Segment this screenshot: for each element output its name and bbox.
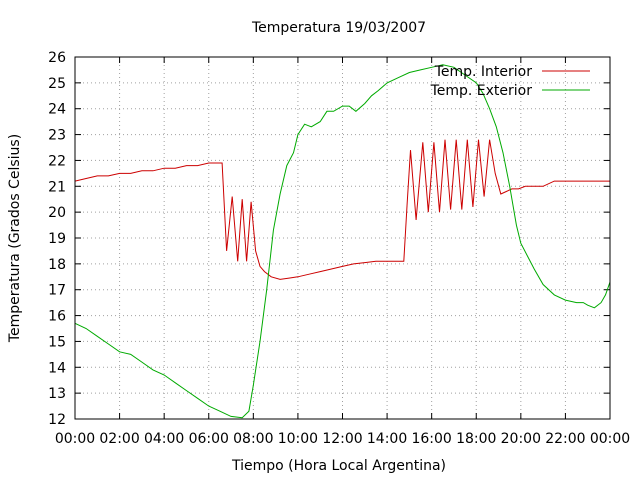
y-tick-label: 14 bbox=[48, 360, 66, 376]
x-tick-label: 00:00 bbox=[590, 431, 630, 447]
y-tick-label: 26 bbox=[48, 50, 66, 66]
x-tick-label: 12:00 bbox=[322, 431, 362, 447]
chart-title: Temperatura 19/03/2007 bbox=[251, 20, 426, 36]
y-axis-label: Temperatura (Grados Celsius) bbox=[7, 134, 23, 343]
y-tick-label: 13 bbox=[48, 386, 66, 402]
x-tick-label: 22:00 bbox=[545, 431, 585, 447]
legend-label-temp-interior: Temp. Interior bbox=[434, 64, 533, 80]
y-tick-label: 23 bbox=[48, 128, 66, 144]
x-tick-labels: 00:00 02:00 04:00 06:00 08:00 10:00 12:00 14:00… bbox=[55, 431, 630, 447]
x-tick-label: 18:00 bbox=[456, 431, 496, 447]
tick-marks bbox=[74, 56, 611, 420]
y-tick-label: 15 bbox=[48, 334, 66, 350]
y-tick-label: 18 bbox=[48, 257, 66, 273]
y-tick-label: 20 bbox=[48, 205, 66, 221]
y-tick-label: 19 bbox=[48, 231, 66, 247]
legend: Temp. Interior Temp. Exterior bbox=[430, 64, 590, 99]
y-tick-label: 12 bbox=[48, 412, 66, 428]
y-tick-label: 24 bbox=[48, 102, 66, 118]
x-tick-label: 00:00 bbox=[55, 431, 95, 447]
x-tick-label: 10:00 bbox=[278, 431, 318, 447]
x-tick-label: 16:00 bbox=[411, 431, 451, 447]
x-tick-label: 20:00 bbox=[501, 431, 541, 447]
x-tick-label: 02:00 bbox=[99, 431, 139, 447]
grid bbox=[75, 57, 610, 419]
series-line-temp-interior bbox=[74, 139, 610, 280]
y-tick-label: 21 bbox=[48, 179, 66, 195]
series-line-temp-exterior bbox=[74, 64, 611, 419]
y-tick-labels: 12 13 14 15 16 17 18 19 20 21 22 23 24 25 26 bbox=[48, 50, 66, 428]
x-tick-label: 08:00 bbox=[233, 431, 273, 447]
y-tick-label: 16 bbox=[48, 309, 66, 325]
plot-frame bbox=[74, 56, 611, 420]
x-tick-label: 04:00 bbox=[144, 431, 184, 447]
legend-label-temp-exterior: Temp. Exterior bbox=[430, 83, 533, 99]
x-axis-label: Tiempo (Hora Local Argentina) bbox=[231, 458, 446, 474]
y-tick-label: 22 bbox=[48, 153, 66, 169]
x-tick-label: 06:00 bbox=[189, 431, 229, 447]
series-lines bbox=[74, 64, 611, 419]
x-tick-label: 14:00 bbox=[367, 431, 407, 447]
y-tick-label: 17 bbox=[48, 283, 66, 299]
y-tick-label: 25 bbox=[48, 76, 66, 92]
